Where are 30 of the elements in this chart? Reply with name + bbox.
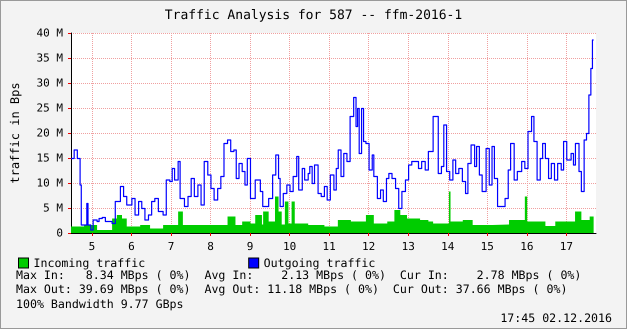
x-tick-label: 15 [480,240,494,253]
x-tick-label: 9 [246,240,254,253]
x-tick-label: 10 [282,240,296,253]
y-tick-label: 30 M [36,76,64,90]
y-tick-label: 20 M [36,126,64,140]
x-tick-label: 7 [168,240,174,253]
text: Max Out: 39.69 MBps ( 0%) Avg Out: 11.18 MBps ( 0%) Cur Out: 37.66 MBps ( 0%) [16,282,568,296]
text: 100% Bandwidth 9.77 GBps [16,296,184,311]
x-tick-label: 17 [560,240,573,253]
x-tick-label: 13 [402,240,415,253]
x-tick-label: 5 [88,240,96,253]
x-tick-label: 8 [207,240,214,253]
y-tick-label: 25 M [36,102,64,114]
x-tick-label: 14 [441,240,455,253]
legend-label: Outgoing traffic [264,256,376,270]
x-tick-label: 16 [520,240,534,253]
y-tick-label: 10 M [36,176,64,190]
x-tick-label: 12 [362,240,376,253]
y-tick-label: 40 M [36,26,64,40]
x-tick-label: 6 [128,240,135,253]
legend-label: Incoming traffic [34,256,146,270]
y-axis-title: traffic in Bps [8,82,22,184]
y-tick-label: 0 [56,226,63,240]
text: 17:45 02.12.2016 [500,310,612,325]
y-tick-label: 15 M [36,152,64,164]
y-tick-label: 35 M [36,52,64,64]
text: Max In: 8.34 MBps ( 0%) Avg In: 2.13 MBps ( 0%) Cur In: 2.78 MBps ( 0%) [16,268,582,282]
y-tick-label: 5 M [43,202,64,214]
x-tick-label: 11 [322,240,336,253]
chart-title: Traffic Analysis for 587 -- ffm-2016-1 [164,8,462,23]
